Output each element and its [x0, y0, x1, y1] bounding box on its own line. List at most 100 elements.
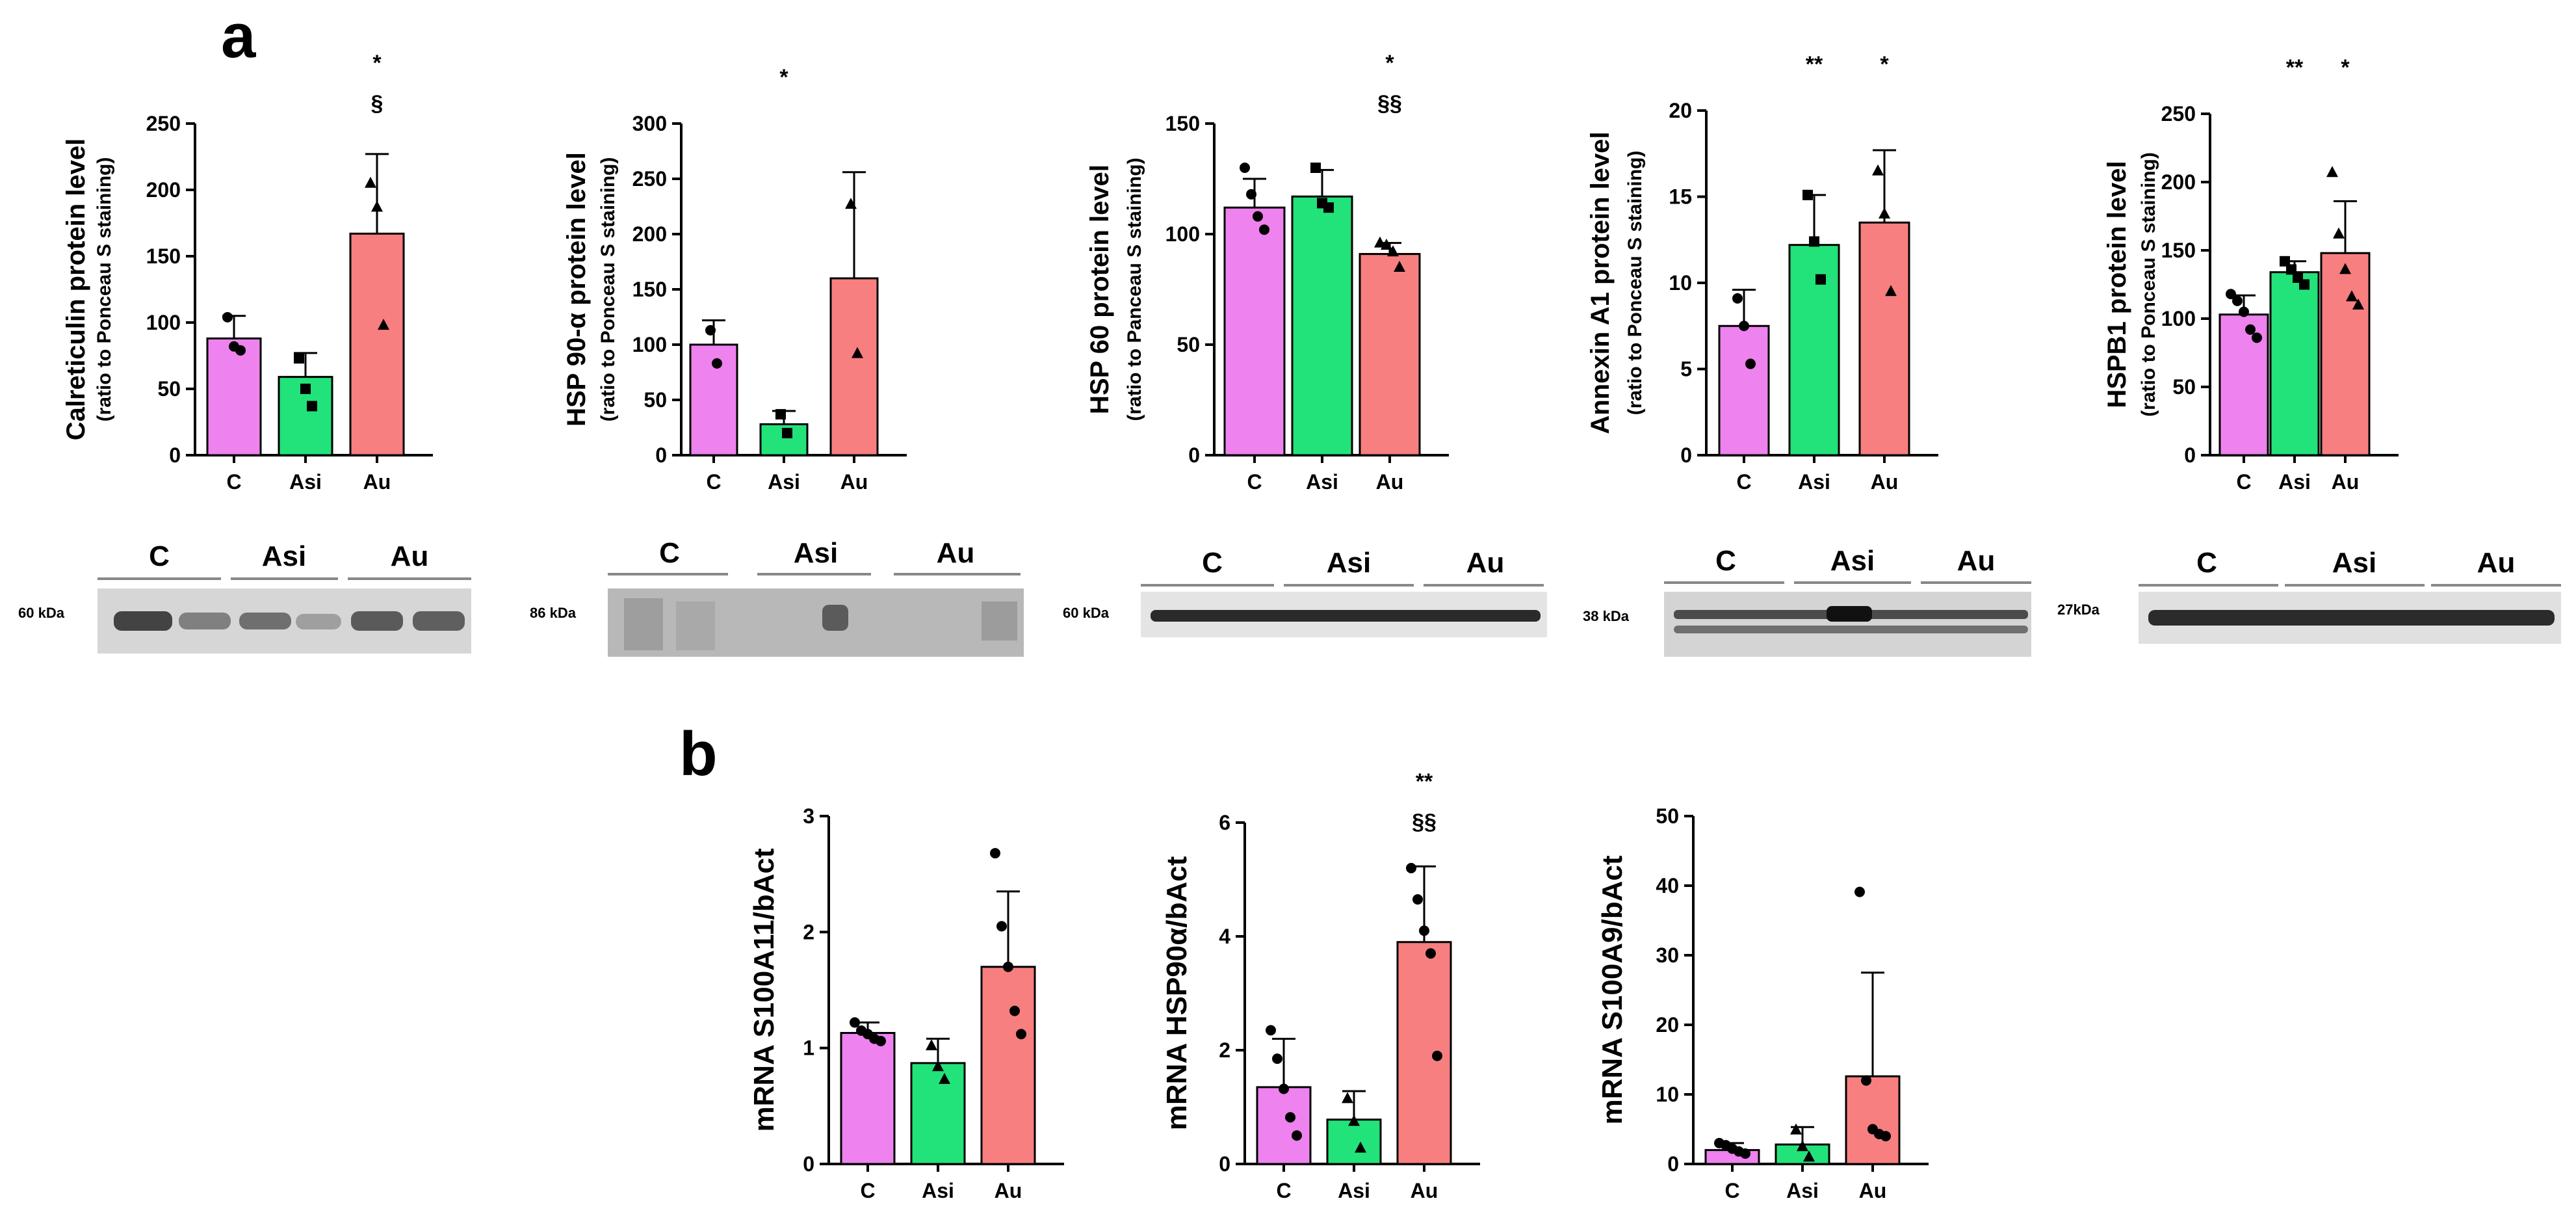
data-point-marker — [876, 1035, 886, 1046]
data-point-marker — [1425, 948, 1436, 959]
y-tick-label: 0 — [169, 443, 181, 467]
blot-image — [608, 588, 1024, 657]
blot-lane-label: Asi — [1327, 547, 1371, 579]
bar-Asi — [2269, 271, 2320, 456]
blot-kda-label: 86 kDa — [530, 605, 577, 621]
bar-C — [206, 337, 262, 456]
x-tick-label: Asi — [2278, 470, 2311, 494]
blot-kda-label: 60 kDa — [18, 605, 65, 621]
x-tick-label: Asi — [1798, 470, 1830, 494]
y-tick-label: 10 — [1669, 271, 1692, 295]
blot-kda-label: 27kDa — [2057, 601, 2100, 618]
data-point-marker — [2333, 227, 2345, 239]
data-point-marker — [1803, 1150, 1815, 1162]
x-tick-label: Au — [840, 470, 868, 494]
data-point-marker — [1432, 1050, 1442, 1061]
data-point-marker — [1374, 236, 1386, 248]
bar-Au — [1858, 221, 1910, 456]
blot-lane-label: Asi — [794, 537, 838, 569]
data-point-marker — [1854, 886, 1865, 897]
y-axis-title: Annexin A1 protein level — [1586, 131, 1615, 434]
data-point-marker — [2326, 166, 2338, 178]
significance-mark: * — [2341, 55, 2350, 80]
data-point-marker — [2280, 256, 2290, 267]
x-tick-label: Asi — [1786, 1179, 1819, 1202]
y-tick-label: 250 — [632, 167, 667, 191]
data-point-marker — [294, 353, 304, 364]
bar-Asi — [1788, 244, 1840, 456]
y-tick-label: 0 — [803, 1152, 814, 1176]
blot-lane-label: Asi — [1830, 545, 1875, 577]
data-point-marker — [300, 384, 311, 394]
panel-b-label: b — [679, 719, 718, 789]
bar-Au — [2320, 252, 2371, 456]
y-axis-title: HSP 60 protein level — [1086, 165, 1114, 414]
blot-lane-label: C — [149, 540, 170, 572]
data-point-marker — [1797, 1140, 1808, 1152]
blot-lane-label: Au — [937, 537, 975, 569]
blot-kda-label: 38 kDa — [1583, 608, 1630, 624]
blot-lane-label: Asi — [262, 540, 306, 572]
x-tick-label: C — [1276, 1179, 1291, 1202]
chart-annexin: 0 5 10 15 20 C Asi ** Au * Annexin A1 protein leve… — [1586, 52, 1938, 494]
y-axis-title: mRNA S100A11/bAct — [748, 848, 780, 1131]
y-tick-label: 200 — [632, 222, 667, 246]
data-point-marker — [1872, 164, 1884, 176]
data-point-marker — [1253, 211, 1263, 222]
data-point-marker — [1246, 189, 1256, 200]
significance-mark: ** — [2286, 55, 2304, 80]
y-tick-label: 250 — [146, 112, 181, 135]
blot-lane-label: C — [2196, 547, 2217, 579]
y-axis-subtitle: (ratio to Panceau S staining) — [1124, 157, 1145, 421]
data-point-marker — [1387, 245, 1399, 257]
x-tick-label: Au — [1859, 1179, 1887, 1202]
y-tick-label: 150 — [1165, 112, 1200, 135]
data-point-marker — [850, 1017, 860, 1028]
blot-image — [1664, 592, 2031, 657]
x-tick-label: C — [1724, 1179, 1739, 1202]
data-point-marker — [775, 409, 786, 420]
x-tick-label: Asi — [768, 470, 800, 494]
chart-hsp60: 0 50 100 150 C Asi Au * §§ HSP 60 protein level (r… — [1086, 51, 1449, 494]
y-tick-label: 250 — [2161, 102, 2196, 126]
data-point-marker — [2226, 289, 2236, 300]
bar-C — [840, 1031, 896, 1165]
data-point-marker — [1802, 189, 1813, 200]
bar-Asi — [1326, 1118, 1382, 1165]
y-tick-label: 0 — [655, 443, 667, 467]
data-point-marker — [1310, 163, 1321, 173]
bar-C — [1223, 206, 1286, 456]
data-point-marker — [1790, 1123, 1802, 1135]
data-point-marker — [1348, 1115, 1360, 1126]
significance-mark: * — [1880, 52, 1889, 77]
data-point-marker — [1732, 293, 1743, 304]
significance-mark: * — [779, 65, 788, 90]
data-point-marker — [1266, 1025, 1276, 1036]
significance-mark: §§ — [1412, 810, 1437, 834]
y-tick-label: 3 — [803, 804, 814, 828]
y-tick-label: 50 — [157, 377, 181, 401]
data-point-marker — [307, 401, 317, 412]
data-point-marker — [1285, 1112, 1295, 1123]
y-tick-label: 100 — [1165, 222, 1200, 246]
y-tick-label: 5 — [1680, 358, 1692, 381]
y-tick-label: 150 — [2161, 239, 2196, 262]
data-point-marker — [1885, 285, 1897, 297]
y-tick-label: 150 — [632, 278, 667, 301]
y-tick-label: 30 — [1656, 944, 1679, 967]
y-tick-label: 20 — [1669, 99, 1692, 122]
x-tick-label: Au — [1376, 470, 1404, 494]
y-tick-label: 200 — [2161, 170, 2196, 194]
data-point-marker — [371, 200, 383, 212]
blot-lane-label: Au — [2477, 547, 2516, 579]
data-point-marker — [235, 345, 246, 356]
y-tick-label: 0 — [2184, 443, 2196, 467]
bar-Au — [980, 966, 1036, 1165]
blot-kda-label: 60 kDa — [1063, 605, 1110, 621]
data-point-marker — [782, 428, 792, 438]
data-point-marker — [1880, 1131, 1891, 1142]
bar-Au — [829, 277, 879, 456]
x-tick-label: Asi — [922, 1179, 954, 1202]
data-point-marker — [1279, 1083, 1289, 1094]
